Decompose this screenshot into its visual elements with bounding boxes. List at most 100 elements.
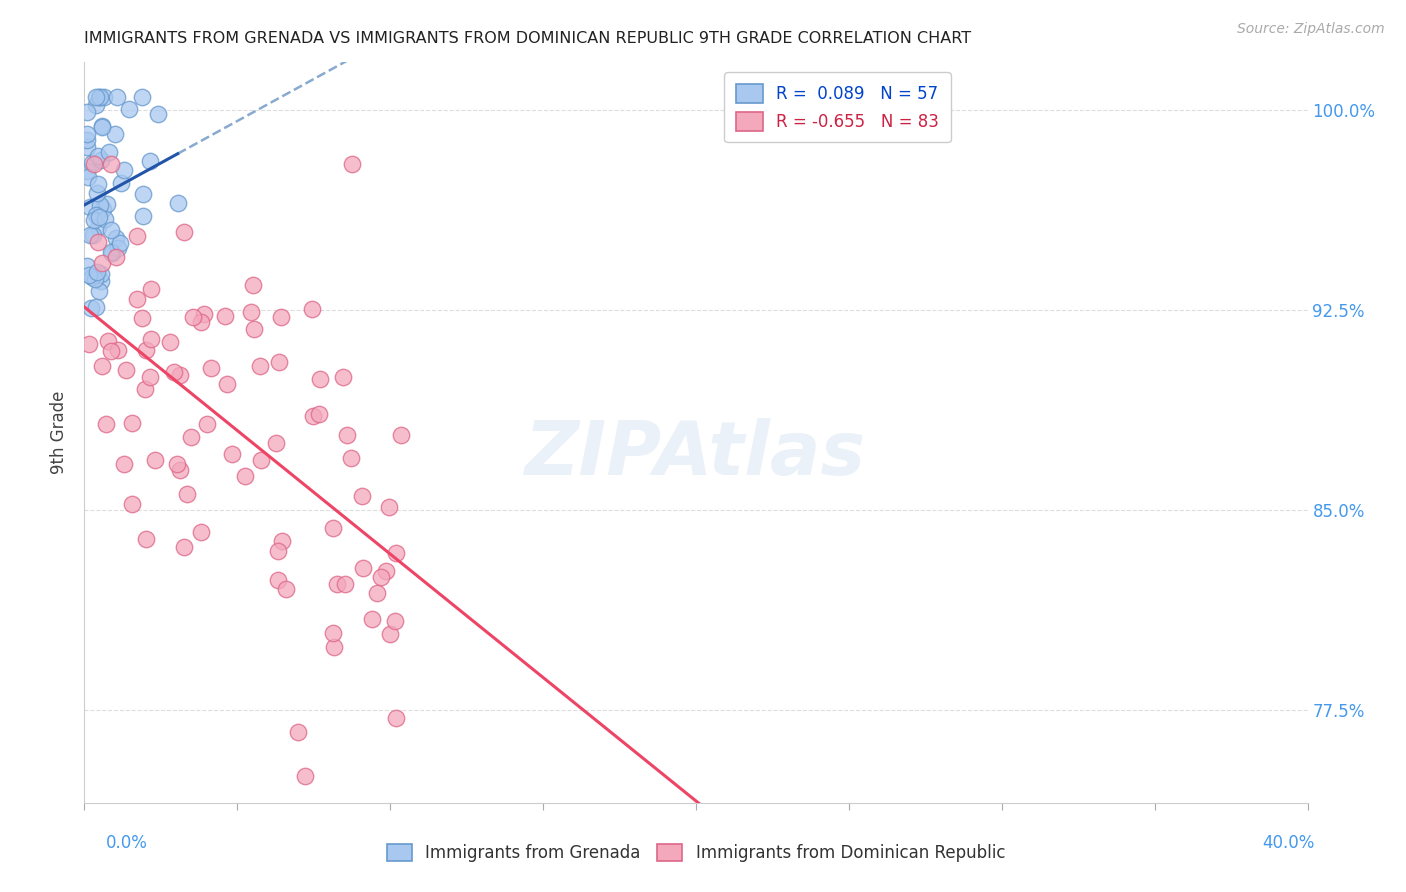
Point (135, 532, 157, 546)
Point (159, 334, 181, 349)
Point (112, 163, 135, 178)
Point (322, 521, 344, 535)
Point (214, 309, 236, 323)
Point (139, 154, 162, 169)
Point (135, 343, 157, 357)
Point (87, 235, 110, 250)
Text: ZIPAtlas: ZIPAtlas (526, 418, 866, 491)
Text: IMMIGRANTS FROM GRENADA VS IMMIGRANTS FROM DOMINICAN REPUBLIC 9TH GRADE CORRELAT: IMMIGRANTS FROM GRENADA VS IMMIGRANTS FR… (84, 31, 972, 46)
Point (173, 540, 195, 554)
Point (82, 270, 104, 285)
Point (84, 300, 107, 314)
Point (163, 365, 186, 379)
Point (143, 452, 166, 467)
Point (336, 428, 359, 442)
Point (384, 711, 406, 725)
Point (93, 90, 115, 104)
Point (89, 210, 111, 224)
Point (169, 463, 191, 477)
Point (270, 310, 292, 324)
Point (361, 612, 384, 626)
Point (80, 301, 103, 315)
Point (121, 416, 143, 430)
Point (301, 302, 323, 317)
Point (146, 107, 169, 121)
Point (86, 186, 108, 200)
Point (101, 245, 124, 260)
Point (180, 430, 202, 444)
Point (267, 354, 290, 368)
Point (301, 409, 323, 424)
Point (90, 274, 112, 288)
Point (378, 627, 401, 641)
Point (233, 468, 256, 483)
Point (266, 544, 288, 558)
Point (173, 225, 195, 239)
Point (267, 573, 290, 587)
Point (193, 307, 215, 321)
Point (384, 614, 406, 628)
Point (125, 293, 148, 307)
Point (217, 376, 239, 391)
Point (100, 223, 122, 237)
Point (332, 370, 354, 384)
Point (84, 90, 107, 104)
Point (385, 546, 408, 560)
Point (190, 525, 212, 540)
Point (340, 156, 363, 170)
Point (239, 305, 262, 319)
Point (271, 534, 294, 549)
Point (87, 149, 110, 163)
Point (76, 127, 98, 141)
Point (82, 227, 104, 242)
Point (91, 120, 114, 134)
Point (112, 458, 135, 472)
Point (91, 202, 114, 216)
Point (76, 164, 98, 178)
Point (308, 407, 330, 421)
Point (125, 229, 148, 244)
Point (83, 156, 105, 170)
Point (91, 120, 114, 135)
Point (274, 582, 297, 597)
Point (322, 625, 344, 640)
Point (323, 640, 346, 654)
Point (309, 372, 332, 386)
Point (83, 213, 105, 227)
Point (107, 343, 129, 357)
Point (76, 169, 98, 184)
Point (104, 231, 127, 245)
Point (100, 343, 122, 358)
Point (166, 458, 188, 472)
Point (169, 368, 191, 382)
Point (264, 435, 287, 450)
Point (176, 487, 198, 501)
Point (98, 145, 121, 159)
Point (326, 576, 349, 591)
Point (84, 97, 107, 112)
Point (110, 176, 132, 190)
Point (139, 370, 162, 384)
Point (350, 489, 373, 503)
Point (91, 255, 114, 269)
Point (87, 177, 110, 191)
Point (378, 500, 401, 514)
Point (79, 200, 101, 214)
Point (287, 724, 309, 739)
Point (84, 271, 107, 285)
Point (80, 156, 103, 170)
Point (366, 585, 388, 599)
Point (104, 127, 127, 141)
Point (221, 447, 243, 461)
Point (389, 428, 412, 442)
Point (370, 570, 392, 584)
Point (131, 311, 153, 326)
Text: 0.0%: 0.0% (105, 834, 148, 852)
Point (118, 102, 141, 116)
Point (108, 236, 131, 251)
Point (76, 259, 98, 273)
Point (249, 359, 271, 374)
Point (97, 334, 120, 349)
Point (333, 577, 356, 591)
Point (89, 198, 111, 212)
